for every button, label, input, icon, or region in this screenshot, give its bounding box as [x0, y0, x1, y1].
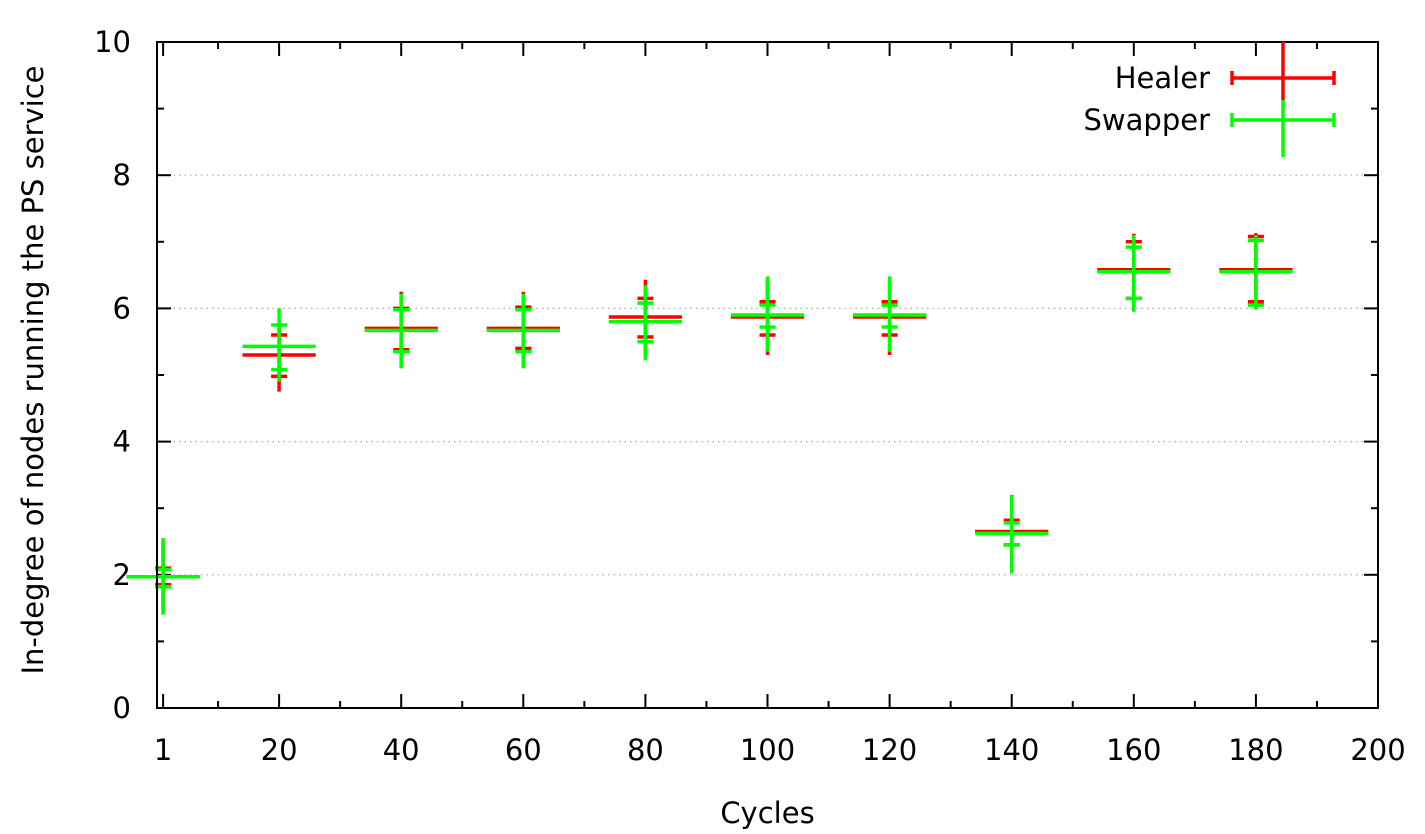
data-point [730, 276, 805, 352]
x-tick-labels: 1 20 40 60 80 100 120 140 160 180 200 [154, 733, 1406, 767]
x-axis-title: Cycles [720, 796, 814, 830]
x-tick-label: 140 [984, 733, 1039, 767]
data-series [126, 233, 1293, 615]
x-tick-label: 160 [1106, 733, 1161, 767]
y-tick-label: 2 [113, 558, 131, 592]
plot-frame [156, 41, 1379, 709]
y-tick-label: 0 [113, 691, 131, 725]
y-tick-label: 10 [94, 25, 131, 59]
data-point [486, 293, 560, 369]
y-tick-label: 6 [113, 291, 131, 325]
x-tick-label: 200 [1350, 733, 1405, 767]
data-point [852, 276, 927, 352]
x-tick-label: 20 [261, 733, 298, 767]
data-point [1219, 235, 1293, 310]
data-point [242, 308, 316, 382]
x-tick-label: 180 [1228, 733, 1283, 767]
grid-lines [157, 174, 1378, 576]
y-tick-labels: 0 2 4 6 8 10 [94, 25, 131, 725]
data-point [975, 494, 1049, 574]
x-tick-label: 100 [740, 733, 795, 767]
x-tick-label: 120 [862, 733, 917, 767]
axis-ticks [157, 41, 1379, 709]
x-tick-label: 60 [505, 733, 542, 767]
x-tick-label: 40 [383, 733, 420, 767]
x-tick-label: 80 [627, 733, 664, 767]
series-swapper [126, 235, 1293, 615]
data-point [126, 538, 200, 615]
data-point [1097, 235, 1171, 312]
data-point [608, 285, 683, 361]
legend: Healer Swapper [1084, 42, 1336, 157]
legend-label-swapper: Swapper [1084, 103, 1211, 137]
data-point [364, 293, 438, 369]
x-tick-label: 1 [154, 733, 172, 767]
legend-label-healer: Healer [1115, 61, 1210, 95]
y-tick-label: 4 [113, 425, 131, 459]
y-tick-label: 8 [113, 158, 131, 192]
y-axis-title: In-degree of nodes running the PS servic… [16, 65, 50, 674]
series-healer [126, 233, 1293, 612]
